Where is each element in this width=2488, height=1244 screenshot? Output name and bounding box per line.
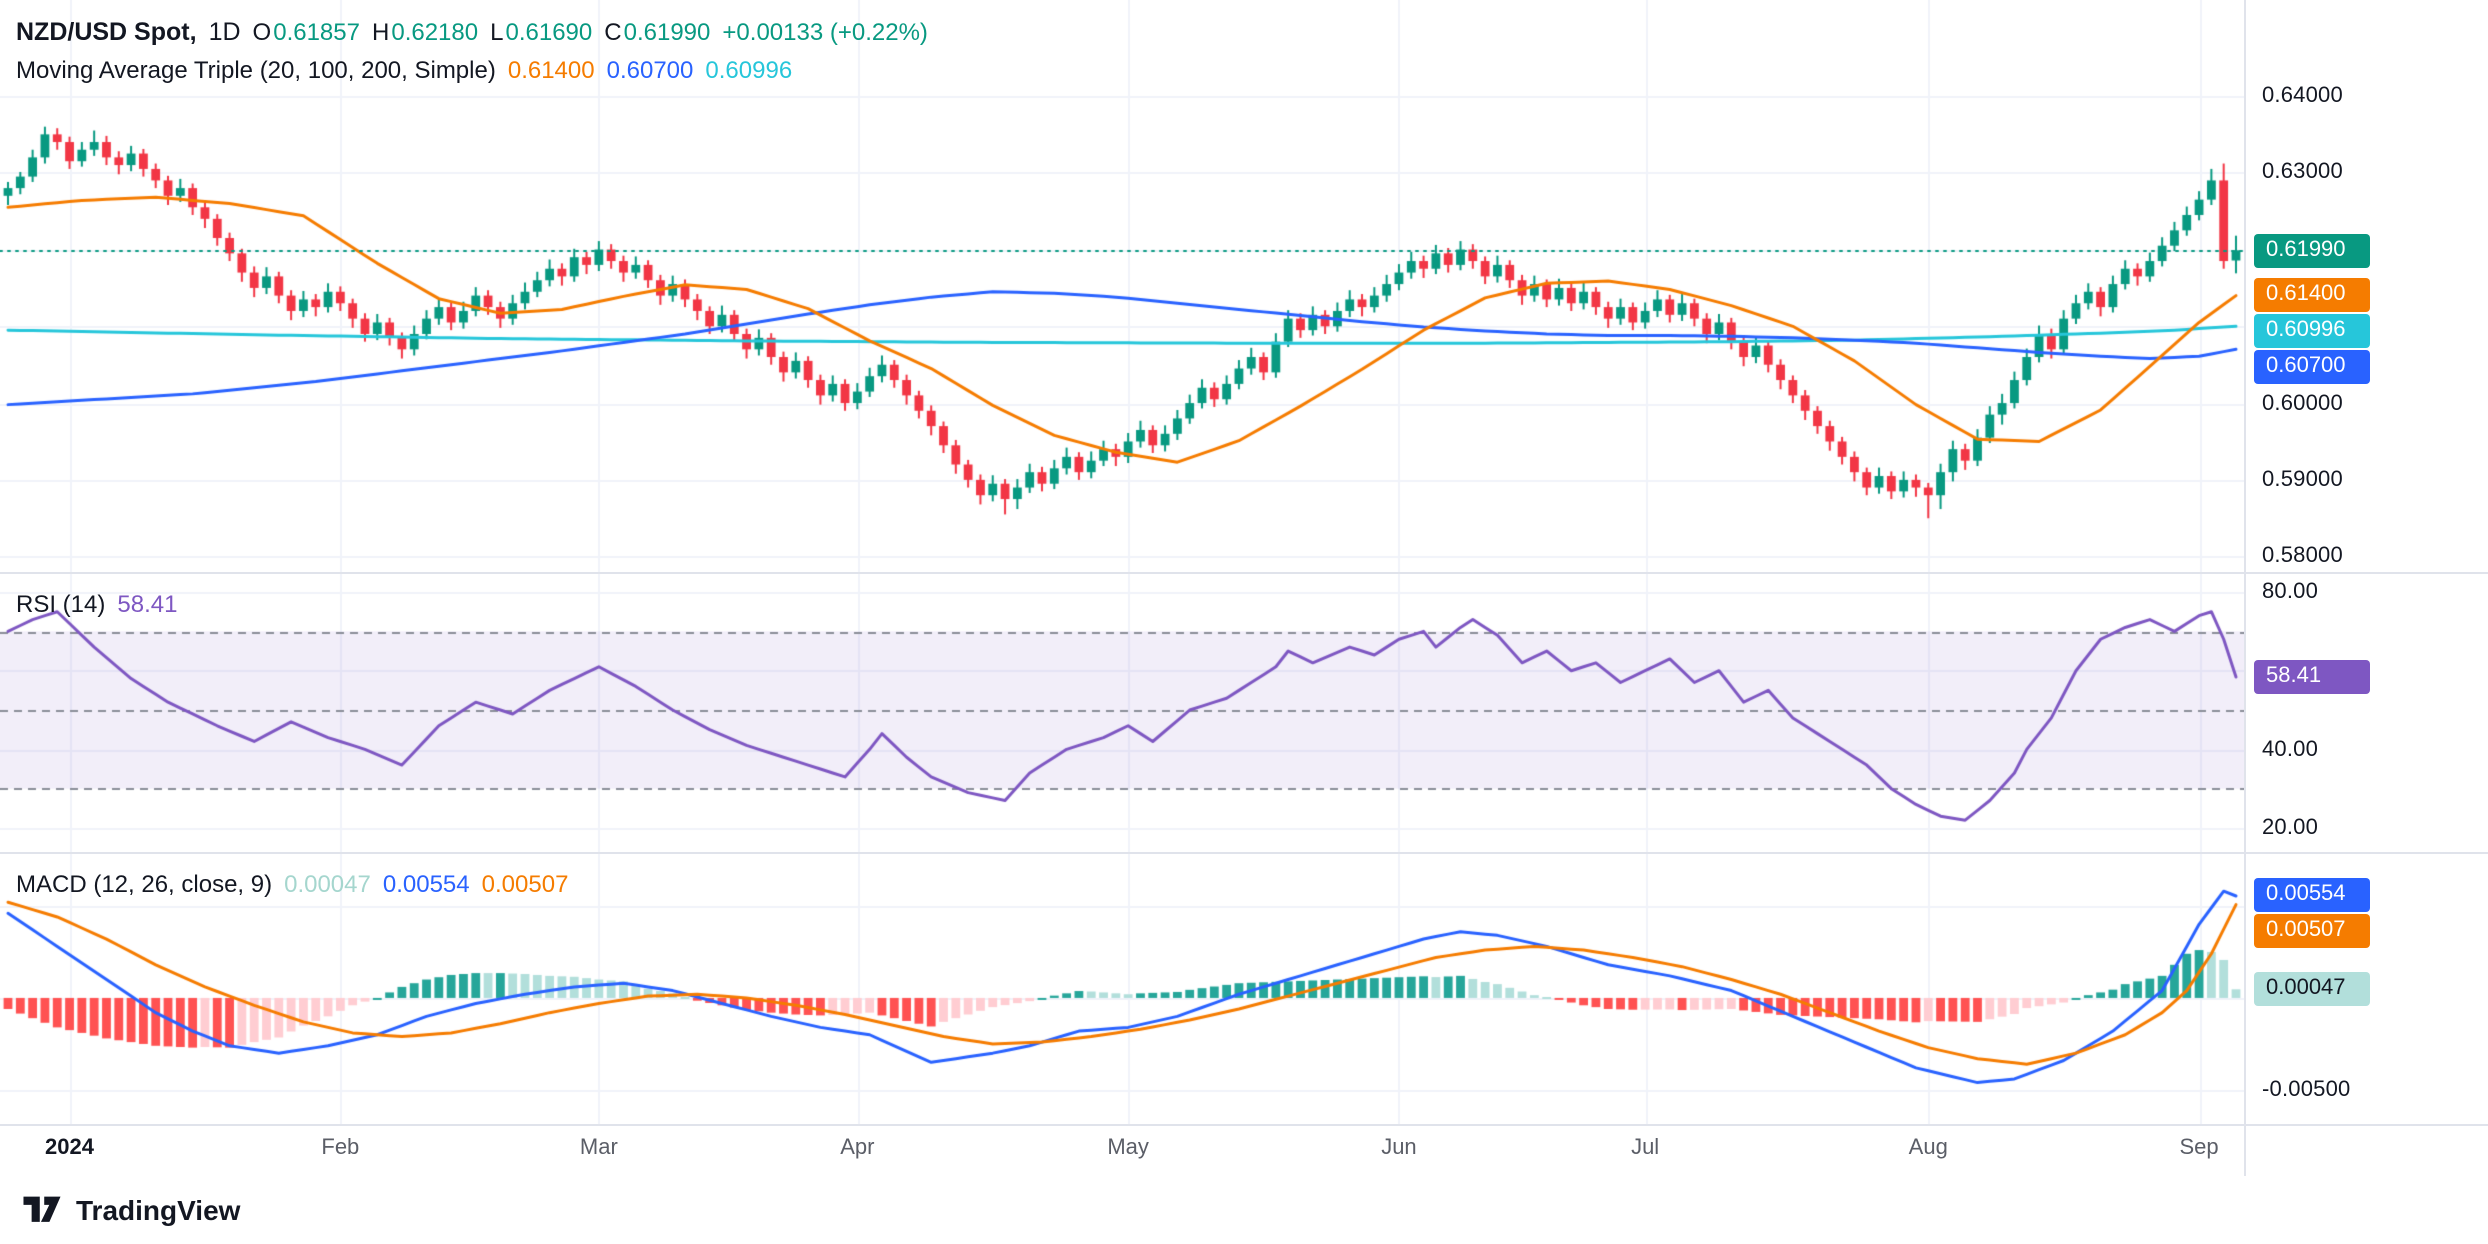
- rsi-indicator-title[interactable]: RSI (14): [16, 589, 106, 617]
- pane-separator[interactable]: [0, 572, 2488, 574]
- price-chart-canvas[interactable]: [0, 0, 2244, 572]
- high-value: 0.62180: [391, 17, 479, 45]
- time-axis[interactable]: 2024 Feb Mar Apr May Jun Jul Aug Sep: [0, 1124, 2488, 1176]
- rsi-axis-tick: 20.00: [2262, 816, 2319, 840]
- time-axis-label-may: May: [1107, 1136, 1149, 1160]
- time-axis-label-2024: 2024: [45, 1136, 95, 1160]
- price-legend: NZD/USD Spot, 1D O 0.61857 H 0.62180 L 0.61…: [16, 12, 928, 88]
- ma200-value: 0.60996: [705, 55, 793, 83]
- ma-legend-row[interactable]: Moving Average Triple (20, 100, 200, Sim…: [16, 50, 928, 88]
- macd-legend: MACD (12, 26, close, 9) 0.00047 0.00554 …: [16, 864, 568, 902]
- pane-separator: [0, 1124, 2488, 1126]
- axis-separator: [2244, 0, 2246, 1176]
- ohlc-close: C 0.61990: [604, 17, 710, 45]
- rsi-legend-row[interactable]: RSI (14) 58.41: [16, 584, 177, 622]
- price-axis-tick: 0.58000: [2262, 544, 2343, 569]
- price-axis-tick: 0.64000: [2262, 83, 2343, 108]
- price-axis-tick: 0.60000: [2262, 391, 2343, 416]
- price-axis[interactable]: 0.64000 0.63000 0.60000 0.59000 0.58000 0.619…: [2246, 0, 2488, 572]
- ma20-value: 0.61400: [507, 55, 595, 83]
- time-axis-label-jun: Jun: [1381, 1136, 1417, 1160]
- last-price-badge: 0.61990: [2254, 233, 2370, 268]
- low-value: 0.61690: [505, 17, 593, 45]
- macd-axis-tick: -0.00500: [2262, 1077, 2351, 1102]
- ma-indicator-title[interactable]: Moving Average Triple (20, 100, 200, Sim…: [16, 55, 496, 83]
- close-value: 0.61990: [623, 17, 711, 45]
- symbol-legend-row[interactable]: NZD/USD Spot, 1D O 0.61857 H 0.62180 L 0.61…: [16, 12, 928, 50]
- high-label: H: [372, 17, 390, 45]
- close-label: C: [604, 17, 622, 45]
- tradingview-brand[interactable]: TradingView: [76, 1194, 241, 1226]
- open-label: O: [252, 17, 272, 45]
- rsi-value-badge: 58.41: [2254, 659, 2370, 694]
- ma100-badge: 0.60700: [2254, 350, 2370, 385]
- footer: TradingView: [0, 1176, 2488, 1244]
- macd-line-value: 0.00554: [382, 869, 470, 897]
- time-axis-label-sep: Sep: [2179, 1136, 2219, 1160]
- ohlc-open: O 0.61857: [253, 17, 360, 45]
- time-axis-label-aug: Aug: [1908, 1136, 1948, 1160]
- rsi-axis-tick: 40.00: [2262, 737, 2319, 762]
- macd-pane: MACD (12, 26, close, 9) 0.00047 0.00554 …: [0, 852, 2488, 1124]
- macd-line-badge: 0.00554: [2254, 878, 2370, 913]
- pane-separator[interactable]: [0, 852, 2488, 854]
- ma20-badge: 0.61400: [2254, 278, 2370, 313]
- rsi-axis-tick: 80.00: [2262, 580, 2319, 605]
- rsi-chart-canvas[interactable]: [0, 572, 2244, 852]
- rsi-value: 58.41: [117, 589, 178, 617]
- rsi-axis[interactable]: 80.00 40.00 20.00 58.41: [2246, 572, 2488, 852]
- ohlc-low: L 0.61690: [490, 17, 592, 45]
- price-axis-tick: 0.63000: [2262, 160, 2343, 185]
- time-axis-label-mar: Mar: [579, 1136, 618, 1160]
- time-axis-label-feb: Feb: [321, 1136, 360, 1160]
- rsi-pane: RSI (14) 58.41 80.00 40.00 20.00 58.41: [0, 572, 2488, 852]
- ohlc-high: H 0.62180: [372, 17, 478, 45]
- macd-axis[interactable]: -0.00500 0.00554 0.00507 0.00047: [2246, 852, 2488, 1124]
- macd-hist-badge: 0.00047: [2254, 972, 2370, 1007]
- macd-legend-row[interactable]: MACD (12, 26, close, 9) 0.00047 0.00554 …: [16, 864, 568, 902]
- time-axis-label-apr: Apr: [840, 1136, 875, 1160]
- macd-signal-badge: 0.00507: [2254, 914, 2370, 949]
- change-value: +0.00133 (+0.22%): [722, 17, 928, 45]
- price-pane: NZD/USD Spot, 1D O 0.61857 H 0.62180 L 0.61…: [0, 0, 2488, 572]
- ma100-value: 0.60700: [606, 55, 694, 83]
- tradingview-logo-icon[interactable]: [22, 1194, 62, 1226]
- timeframe-label[interactable]: 1D: [208, 17, 241, 45]
- time-axis-label-jul: Jul: [1631, 1136, 1660, 1160]
- symbol-title[interactable]: NZD/USD Spot,: [16, 17, 197, 45]
- rsi-legend: RSI (14) 58.41: [16, 584, 177, 622]
- macd-signal-value: 0.00507: [481, 869, 569, 897]
- ma200-badge: 0.60996: [2254, 314, 2370, 349]
- macd-indicator-title[interactable]: MACD (12, 26, close, 9): [16, 869, 273, 897]
- open-value: 0.61857: [273, 17, 360, 45]
- price-axis-tick: 0.59000: [2262, 467, 2343, 492]
- macd-hist-value: 0.00047: [284, 869, 371, 897]
- low-label: L: [490, 17, 504, 45]
- macd-chart-canvas[interactable]: [0, 852, 2244, 1124]
